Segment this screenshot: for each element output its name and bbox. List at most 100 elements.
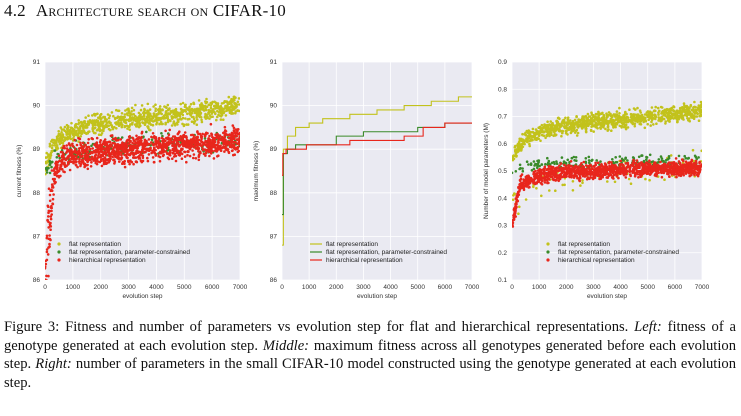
data-point	[207, 148, 210, 151]
data-point	[656, 106, 660, 110]
data-point	[533, 164, 536, 167]
data-point	[75, 157, 78, 161]
data-point	[176, 150, 180, 153]
data-point	[209, 152, 213, 155]
data-point	[232, 126, 236, 130]
data-point	[107, 116, 111, 120]
data-point	[659, 160, 662, 164]
data-point	[675, 173, 678, 176]
data-point	[125, 141, 128, 145]
data-point	[60, 160, 64, 164]
data-point	[224, 143, 228, 147]
data-point	[85, 145, 89, 149]
data-point	[546, 181, 549, 185]
data-point	[663, 108, 666, 112]
data-point	[162, 143, 165, 146]
data-point	[219, 118, 223, 121]
data-point	[50, 165, 53, 169]
data-point	[90, 161, 93, 164]
data-point	[639, 123, 643, 126]
data-point	[167, 153, 171, 156]
data-point	[633, 122, 637, 125]
data-point	[150, 138, 154, 141]
x-tick-label: 4000	[613, 284, 628, 291]
data-point	[226, 107, 229, 111]
data-point	[135, 119, 138, 123]
data-point	[560, 121, 564, 125]
x-tick-label: 3000	[356, 284, 371, 291]
data-point	[81, 161, 84, 164]
data-point	[537, 126, 540, 129]
data-point	[93, 150, 97, 154]
data-point	[75, 155, 78, 158]
data-point	[551, 127, 555, 130]
data-point	[53, 173, 57, 176]
data-point	[200, 140, 203, 144]
data-point	[55, 160, 58, 164]
data-point	[100, 120, 103, 124]
data-point	[564, 126, 567, 129]
data-point	[237, 103, 240, 106]
data-point	[84, 116, 87, 119]
data-point	[600, 125, 604, 128]
data-point	[215, 118, 218, 122]
data-point	[123, 165, 127, 169]
data-point	[567, 119, 570, 122]
data-point	[179, 107, 183, 111]
data-point	[179, 152, 183, 155]
legend-swatch	[57, 242, 61, 246]
data-point	[657, 158, 661, 161]
legend-label: hierarchical representation	[326, 257, 403, 264]
data-point	[512, 224, 514, 227]
data-point	[699, 165, 702, 168]
data-point	[120, 125, 124, 129]
data-point	[569, 123, 573, 127]
data-point	[591, 158, 594, 162]
data-point	[632, 113, 635, 116]
data-point	[75, 143, 79, 147]
y-tick-label: 91	[33, 59, 41, 66]
data-point	[210, 112, 214, 115]
data-point	[45, 258, 49, 262]
data-point	[44, 292, 47, 295]
data-point	[677, 154, 681, 158]
data-point	[186, 112, 189, 116]
data-point	[222, 118, 225, 121]
data-point	[643, 126, 647, 130]
data-point	[151, 149, 154, 153]
data-point	[700, 149, 702, 153]
y-tick-label: 90	[33, 103, 41, 110]
data-point	[138, 142, 141, 146]
data-point	[648, 159, 651, 162]
data-point	[173, 144, 177, 147]
data-point	[227, 136, 231, 140]
y-tick-label: 86	[33, 277, 41, 284]
data-point	[513, 192, 516, 195]
data-point	[574, 121, 577, 124]
data-point	[118, 157, 122, 160]
x-tick-label: 0	[510, 284, 514, 291]
data-point	[593, 124, 596, 128]
data-point	[177, 113, 181, 117]
data-point	[48, 199, 52, 203]
data-point	[233, 102, 237, 105]
data-point	[120, 153, 123, 157]
data-point	[521, 167, 524, 170]
data-point	[53, 144, 56, 147]
data-point	[660, 175, 664, 179]
data-point	[566, 158, 569, 162]
data-point	[195, 115, 198, 119]
data-point	[52, 193, 55, 196]
data-point	[45, 278, 47, 280]
data-point	[534, 138, 537, 141]
data-point	[51, 160, 54, 164]
x-tick-label: 6000	[205, 284, 220, 291]
data-point	[45, 234, 49, 238]
data-point	[686, 157, 690, 160]
data-point	[549, 120, 552, 123]
data-point	[518, 139, 522, 142]
data-point	[201, 132, 204, 136]
data-point	[145, 115, 149, 119]
series-line	[282, 122, 472, 216]
data-point	[635, 159, 639, 162]
